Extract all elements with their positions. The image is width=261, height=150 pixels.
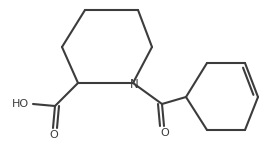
Text: O: O [50, 130, 58, 140]
Text: O: O [161, 128, 169, 138]
Text: HO: HO [11, 99, 28, 109]
Text: N: N [130, 78, 138, 90]
